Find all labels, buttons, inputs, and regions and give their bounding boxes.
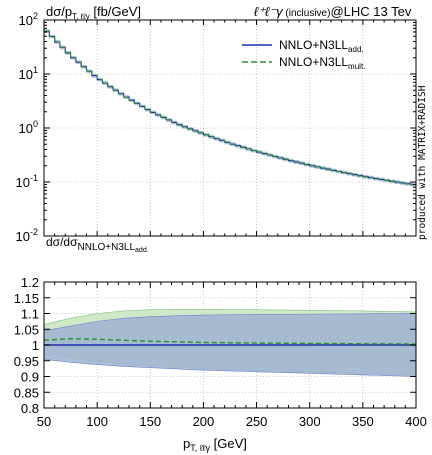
xtick-label: 400 [405, 414, 427, 429]
xtick-label: 100 [86, 414, 108, 429]
top-line-mult [44, 30, 416, 186]
ratio-line-mult [43, 337, 417, 345]
ratio-ytick-label: 1.2 [21, 275, 39, 290]
xtick-label: 350 [352, 414, 374, 429]
legend-label-add: NNLO+N3LLadd. [279, 38, 364, 54]
top-ytick-label: 10-1 [16, 173, 38, 190]
top-line-add [44, 30, 416, 186]
top-ytick-label: 10-2 [16, 227, 38, 244]
xtick-label: 150 [139, 414, 161, 429]
ratio-ytick-label: 0.85 [14, 385, 39, 400]
top-ytick-label: 102 [19, 11, 38, 28]
side-credit: produced with MATRIX+RADISH [417, 85, 428, 240]
main-ylabel: dσ/pT, ℓℓγ [fb/GeV] [46, 4, 141, 21]
legend-label-mult: NNLO+N3LLmult. [279, 55, 365, 71]
xtick-label: 200 [193, 414, 215, 429]
ratio-ytick-label: 1.1 [21, 307, 39, 322]
ratio-ytick-label: 0.9 [21, 370, 39, 385]
xtick-label: 300 [299, 414, 321, 429]
xtick-label: 50 [37, 414, 51, 429]
top-ytick-label: 100 [19, 119, 38, 136]
process-title: ℓ⁺ℓ⁻γ (inclusive)@LHC 13 Tev [254, 4, 412, 19]
xtick-label: 250 [246, 414, 268, 429]
top-ytick-label: 101 [19, 65, 38, 82]
ratio-ytick-label: 1.15 [14, 291, 39, 306]
legend: NNLO+N3LLadd. NNLO+N3LLmult. [242, 38, 365, 71]
ratio-ytick-label: 0.95 [14, 354, 39, 369]
main-panel: 10-2 10-1 100 101 102 [16, 11, 417, 244]
ratio-ytick-label: 1 [32, 338, 39, 353]
ratio-ytick-label: 0.8 [21, 401, 39, 416]
ratio-ytick-label: 1.05 [14, 322, 39, 337]
ratio-ylabel: dσ/dσNNLO+N3LLadd. [46, 235, 149, 254]
x-axis-label: pT, ℓℓγ [GeV] [183, 436, 247, 453]
